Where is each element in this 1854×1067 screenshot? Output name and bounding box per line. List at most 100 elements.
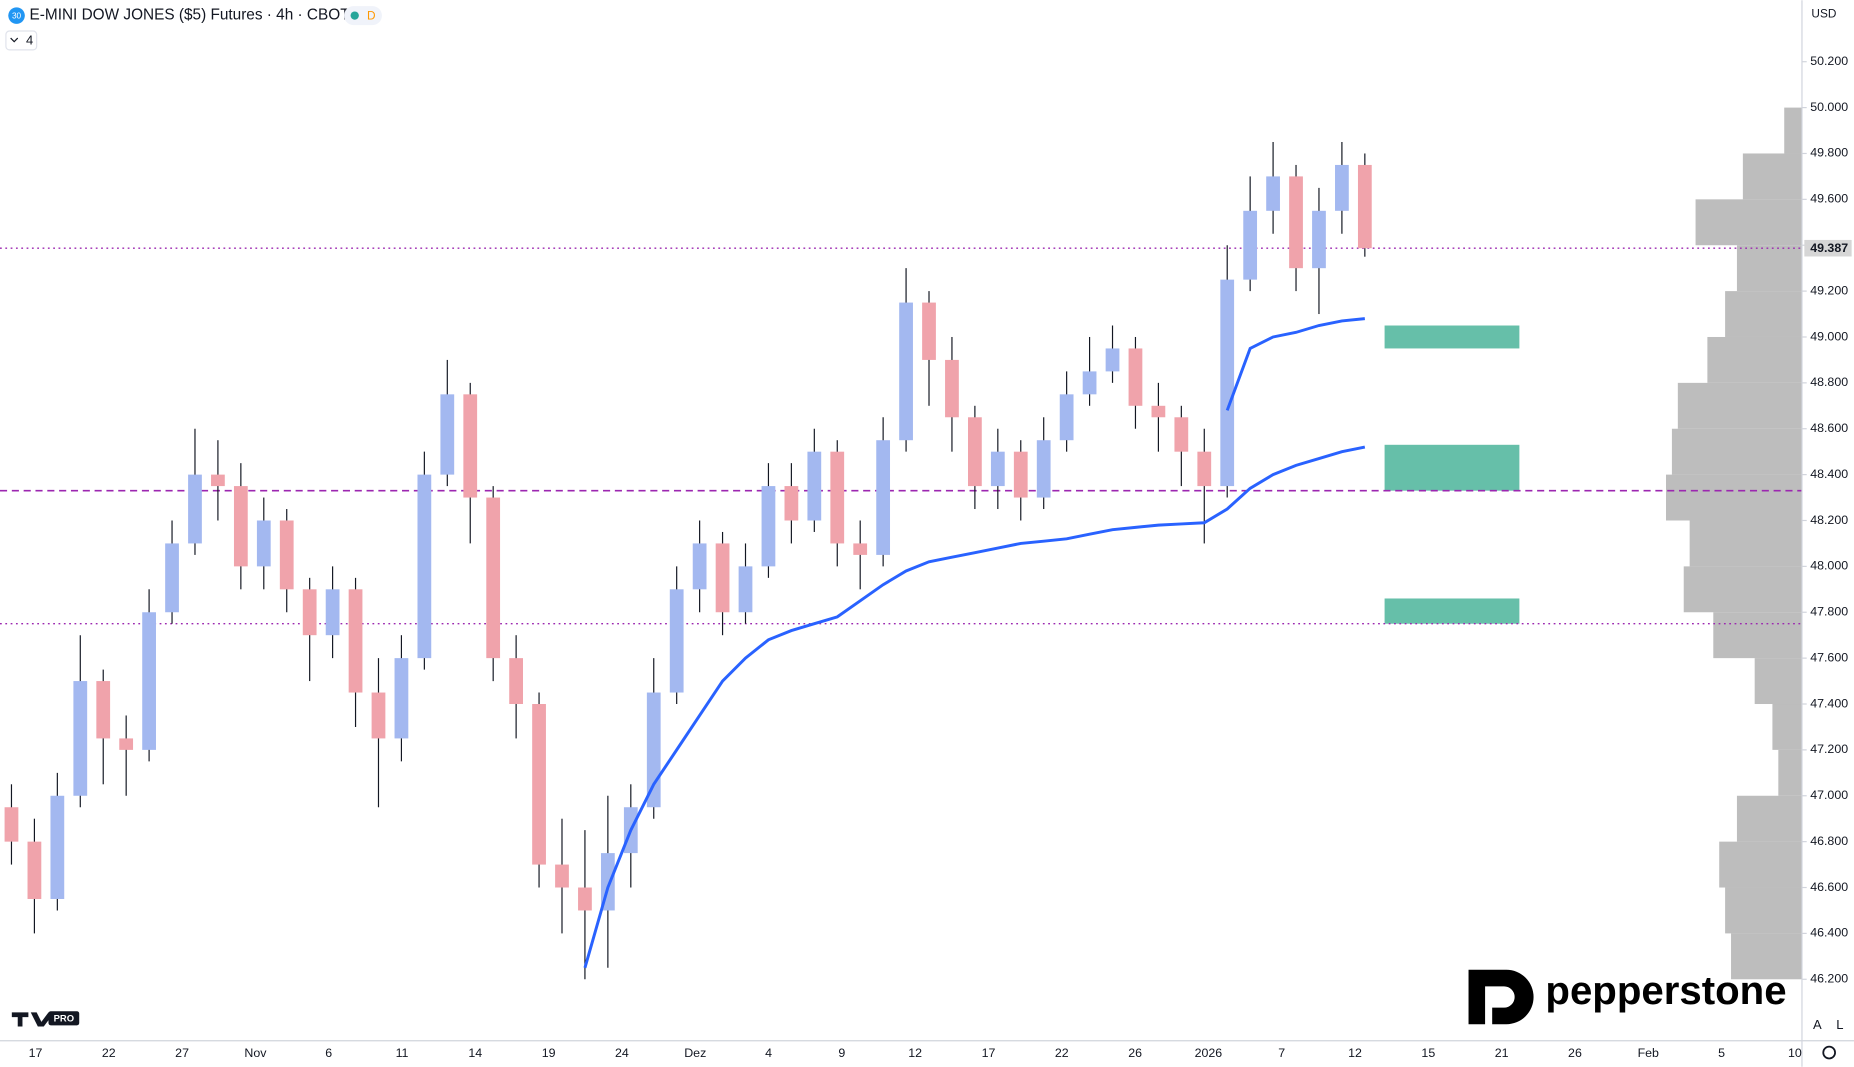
volume-profile-bar [1707, 336, 1802, 383]
indicator-line [583, 445, 1366, 969]
candle-body [899, 302, 913, 441]
candle-body [1289, 176, 1303, 269]
x-tick-label: 17 [29, 1046, 43, 1060]
candle-body [279, 520, 294, 590]
candle-body [1105, 348, 1120, 372]
symbol-badge: 30 [12, 11, 22, 20]
y-tick-label: 47.400 [1810, 696, 1848, 710]
candle-body [302, 589, 317, 636]
zone [1384, 325, 1520, 349]
symbol-icon [8, 7, 25, 24]
y-tick-label: 49.800 [1810, 146, 1848, 160]
candle-body [922, 302, 936, 360]
candle-body [578, 887, 592, 911]
x-tick-label: 2026 [1195, 1046, 1223, 1060]
x-tick-label: 17 [982, 1046, 996, 1060]
candle-body [188, 474, 202, 544]
volume-profile-bar [1665, 474, 1802, 521]
candle-body [1243, 210, 1258, 280]
candle-body [990, 451, 1005, 487]
volume-profile-bar [1695, 199, 1802, 246]
candle-body [486, 497, 501, 659]
volume-profile-bar [1671, 428, 1802, 475]
candle-body [371, 692, 386, 739]
volume-profile-bar [1742, 153, 1802, 200]
x-tick-label: 24 [615, 1046, 629, 1060]
candle-body [325, 589, 340, 636]
volume-profile-bar [1778, 749, 1802, 796]
candle-body [1013, 451, 1028, 498]
candle-body [853, 543, 868, 555]
y-tick-label: 46.400 [1810, 926, 1848, 940]
x-tick-label: 4 [765, 1046, 772, 1060]
candle-body [417, 474, 432, 659]
candle-body [1266, 176, 1280, 211]
plot-area [0, 107, 1802, 980]
candle-body [1335, 164, 1349, 211]
pro-box [48, 1011, 80, 1026]
volume-profile-bar [1689, 520, 1802, 567]
indicator-line [1225, 317, 1365, 411]
candle-body [945, 359, 959, 418]
brand-logo: pepperstone [1468, 968, 1787, 1025]
market-status-dot [350, 11, 359, 20]
x-tick-label: 27 [175, 1046, 189, 1060]
x-tick-label: 19 [542, 1046, 556, 1060]
y-tick-label: 48.000 [1810, 559, 1848, 573]
x-tick-label: 26 [1128, 1046, 1142, 1060]
volume-profile-bar [1683, 566, 1802, 613]
candle-body [692, 543, 707, 590]
volume-profile-bar [1677, 382, 1802, 429]
candle-body [119, 738, 134, 750]
candle-body [646, 692, 661, 808]
candle-body [463, 394, 478, 498]
candle-body [96, 681, 111, 739]
volume-profile-bar [1784, 107, 1802, 154]
x-tick-label: 5 [1718, 1046, 1725, 1060]
x-tick-label: 26 [1568, 1046, 1582, 1060]
brand-mark [1468, 969, 1534, 1025]
x-tick-label: Dez [684, 1046, 706, 1060]
brand: pepperstone [1545, 968, 1786, 1013]
x-tick-label: 6 [325, 1046, 332, 1060]
volume-profile-bar [1719, 841, 1802, 888]
volume-profile-bar [1731, 933, 1802, 980]
currency: USD [1811, 7, 1836, 21]
candle-body [555, 864, 569, 888]
session-badge: D [367, 8, 376, 22]
candle-body [1082, 371, 1097, 395]
last-price-box [1804, 239, 1852, 257]
y-tick-label: 46.800 [1810, 834, 1848, 848]
volume-profile-bar [1713, 612, 1802, 659]
y-tick-label: 47.200 [1810, 742, 1848, 756]
candle-body [1151, 405, 1166, 418]
candle-body [256, 520, 271, 567]
y-tick-label: 49.000 [1810, 329, 1848, 343]
candle-body [876, 440, 891, 555]
platform-badge: PRO [54, 1013, 74, 1024]
candle-body [348, 589, 363, 693]
volume-profile-bar [1736, 245, 1802, 292]
y-tick-label: 47.000 [1810, 788, 1848, 802]
candle-body [4, 807, 19, 842]
x-tick-label: 10 [1788, 1046, 1802, 1060]
x-tick-label: 22 [1055, 1046, 1069, 1060]
y-tick-label: 48.400 [1810, 467, 1848, 481]
x-tick-label: 14 [468, 1046, 482, 1060]
candle-body [233, 486, 248, 567]
x-tick-label: 12 [908, 1046, 922, 1060]
candle-body [830, 451, 845, 544]
candle-body [142, 612, 156, 750]
settings-icon[interactable] [1822, 1045, 1836, 1060]
candle-body [738, 566, 753, 613]
candle-body [715, 543, 730, 613]
indicators-toggle[interactable] [5, 30, 38, 51]
y-tick-label: 50.000 [1810, 100, 1848, 114]
auto-scale-button[interactable] [1809, 1015, 1826, 1035]
candle-body [669, 589, 684, 693]
auto-scale-label: A [1813, 1017, 1822, 1032]
candle-body [50, 795, 65, 899]
candle-body [394, 658, 409, 739]
y-tick-label: 47.600 [1810, 650, 1848, 664]
x-tick-label: 21 [1495, 1046, 1509, 1060]
